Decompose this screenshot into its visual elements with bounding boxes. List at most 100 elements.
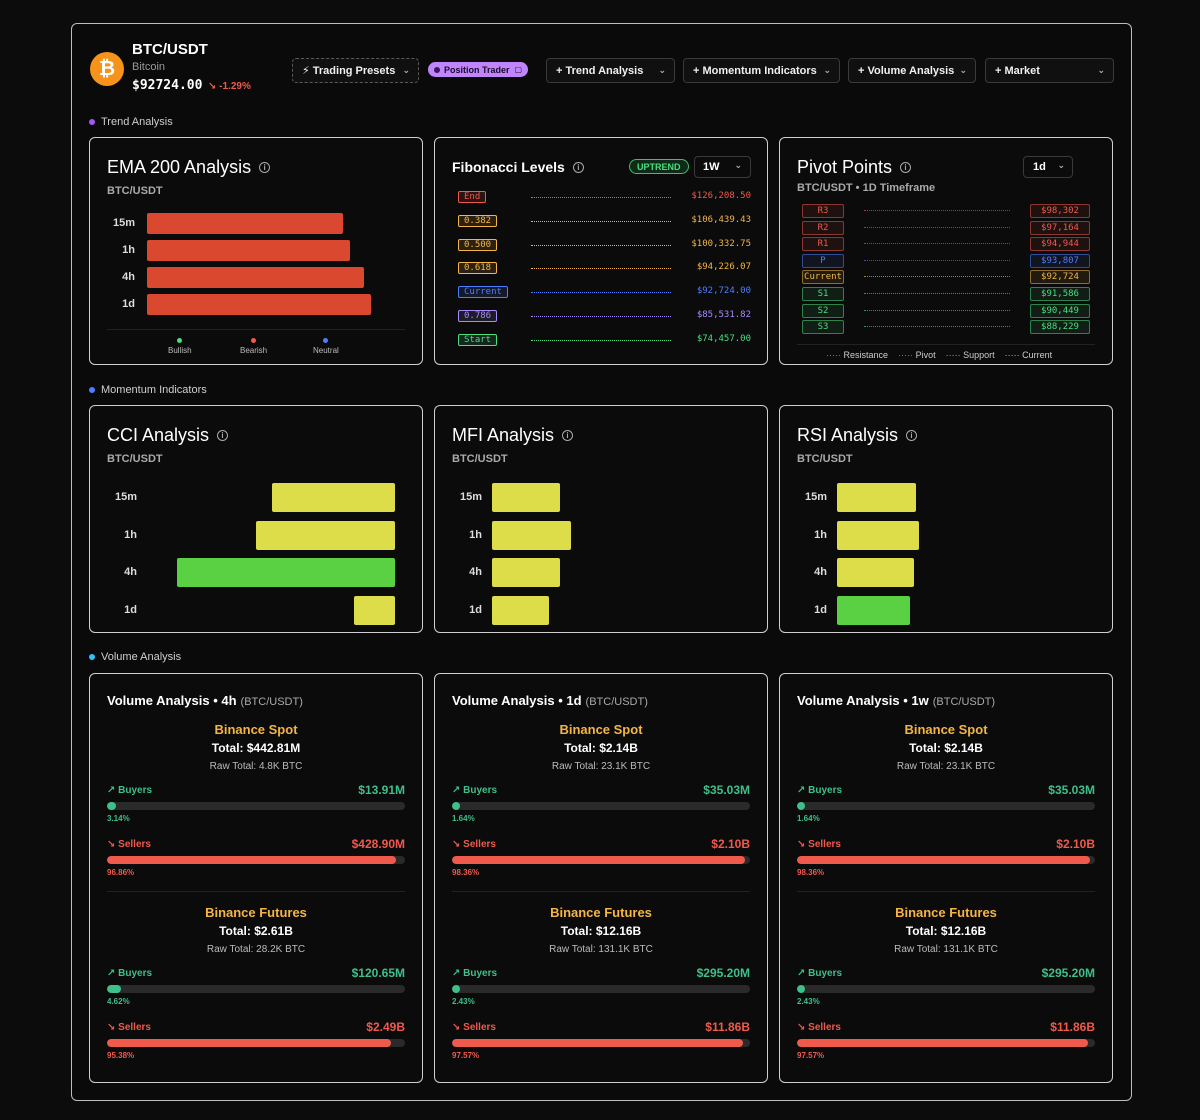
buyers-percent: 1.64% [452,814,475,823]
fib-level-tag: 0.786 [458,310,498,322]
pivot-timeframe-select[interactable]: 1d ⌄ [1023,156,1073,178]
trend-analysis-button[interactable]: + Trend Analysis ⌄ [546,58,675,83]
legend-pivot: ····· Pivot [898,350,936,360]
exchange-total: Total: $2.14B [564,741,638,755]
info-icon[interactable]: i [259,162,271,173]
ema-bar [147,240,350,261]
mfi-bar [492,558,560,587]
buyers-progress [107,985,405,993]
sellers-amount: $2.49B [366,1020,405,1034]
fib-level-row: 0.786 $85,531.82 [453,310,753,324]
sellers-percent: 95.38% [107,1051,135,1060]
volume-card-title: Volume Analysis • 1w (BTC/USDT) [797,693,995,708]
ema-bar [147,267,364,288]
rsi-row-label: 4h [814,566,827,578]
pivot-level-line [864,210,1010,211]
cci-bar [354,595,395,625]
exchange-summary: Binance Futures Total: $12.16B Raw Total: … [780,905,1112,955]
buyers-progress-fill [797,985,806,993]
info-icon[interactable]: i [572,161,584,173]
pivot-timeframe-value: 1d [1033,161,1046,173]
coin-name: Bitcoin [132,61,166,73]
sellers-label: ↘ Sellers [797,1022,841,1033]
legend-dot-icon [323,338,329,343]
mfi-title: MFI Analysis i [452,425,574,446]
sellers-amount: $2.10B [711,837,750,851]
fib-level-line [531,292,671,294]
section-trend: Trend Analysis [89,116,173,128]
buyers-progress [107,802,405,810]
sellers-amount: $2.10B [1056,837,1095,851]
symbol: BTC/USDT [132,41,208,58]
sellers-percent: 97.57% [452,1051,480,1060]
fib-timeframe-select[interactable]: 1W ⌄ [694,156,751,178]
momentum-indicators-button[interactable]: + Momentum Indicators ⌄ [683,58,840,83]
book-icon: ▢ [514,65,523,74]
chevron-down-icon: ⌄ [959,65,967,75]
legend-current: ····· Current [1004,350,1053,360]
position-trader-badge[interactable]: Position Trader ▢ [428,62,529,77]
fib-level-row: Current $92,724.00 [453,286,753,300]
sellers-progress [797,1039,1095,1047]
sellers-progress [452,856,750,864]
rsi-row-label: 1h [814,528,827,541]
fib-timeframe-value: 1W [703,161,720,173]
pivot-level-tag: S3 [802,320,844,335]
exchange-summary: Binance Spot Total: $2.14B Raw Total: 23.1… [780,722,1112,772]
pivot-level-row: R2 $97,164 [802,220,1090,235]
pivot-level-value: $92,724 [1030,270,1090,285]
trading-presets-button[interactable]: ⚡ Trading Presets ⌄ [292,58,419,83]
buyers-label: ↗ Buyers [452,968,498,979]
fib-level-line [531,268,671,270]
buyers-percent: 4.62% [107,997,130,1006]
fib-level-tag: 0.500 [458,238,498,251]
divider [452,891,750,892]
exchange-total: Total: $12.16B [560,924,642,938]
ema-row-label: 15m [112,217,135,229]
divider [797,891,1095,892]
pivot-level-tag: R3 [802,204,844,218]
pivot-level-line [864,326,1010,328]
chevron-down-icon: ⌄ [1097,65,1105,75]
buyers-amount: $295.20M [1041,966,1095,980]
market-button[interactable]: + Market ⌄ [985,58,1114,83]
exchange-total: Total: $2.14B [909,741,983,755]
pivot-subtitle: BTC/USDT • 1D Timeframe [797,182,936,194]
buyers-progress [452,985,750,993]
section-volume-label: Volume Analysis [101,651,182,663]
ema-subtitle: BTC/USDT [107,185,163,197]
info-icon[interactable]: i [217,430,229,441]
cci-card: CCI Analysis i BTC/USDT 15m 1h 4h 1d [89,405,423,633]
buyers-amount: $35.03M [1048,783,1095,797]
sellers-progress-fill [107,856,396,864]
pivot-level-tag: S2 [802,303,844,318]
volume-analysis-button[interactable]: + Volume Analysis ⌄ [848,58,976,83]
pivot-title: Pivot Points i [797,157,912,178]
ema-bar [147,213,343,234]
volume-card-title-text: Volume Analysis • 1d [452,693,582,708]
legend-label: Resistance [843,350,889,360]
buyers-amount: $35.03M [703,783,750,797]
pivot-level-tag: R2 [802,220,844,235]
info-icon[interactable]: i [900,162,912,173]
sellers-percent: 97.57% [797,1051,825,1060]
sellers-percent: 98.36% [797,868,825,877]
pivot-level-line [864,259,1010,261]
pivot-level-value: $93,807 [1030,253,1090,268]
buyers-percent: 1.64% [797,814,820,823]
fib-level-value: $94,226.07 [696,262,751,273]
info-icon[interactable]: i [562,430,574,441]
buyers-percent: 2.43% [452,997,475,1006]
buyers-amount: $120.65M [351,966,405,980]
pivot-level-line [864,226,1010,228]
trend-badge: UPTREND [629,159,689,174]
pivot-level-line [864,276,1010,278]
fib-level-row: 0.618 $94,226.07 [453,262,753,276]
mfi-row-label: 15m [459,491,482,503]
pivot-level-value: $88,229 [1030,320,1090,335]
ema-row-label: 1h [122,244,135,256]
buyers-label: ↗ Buyers [452,785,498,796]
info-icon[interactable]: i [906,430,918,441]
sellers-progress-fill [797,1039,1088,1047]
sellers-progress [107,856,405,864]
